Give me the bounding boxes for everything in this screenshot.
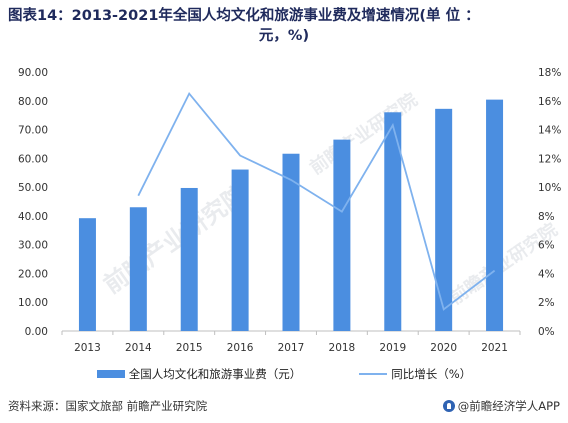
y-left-tick-label: 60.00 [18, 153, 48, 165]
bar [333, 139, 351, 331]
y-left-tick-label: 40.00 [18, 211, 48, 223]
brand-credit-text: @前瞻经济学人APP [457, 399, 560, 413]
legend-label-bar: 全国人均文化和旅游事业费（元） [128, 367, 302, 381]
x-tick-label: 2016 [227, 342, 254, 354]
chart-title: 图表14：2013-2021年全国人均文化和旅游事业费及增速情况(单 位 ： 元… [8, 6, 560, 46]
y-left-tick-label: 20.00 [18, 268, 48, 280]
x-tick-label: 2021 [481, 342, 508, 354]
x-tick-label: 2014 [125, 342, 152, 354]
bar [129, 207, 147, 331]
legend-item-bar: 全国人均文化和旅游事业费（元） [96, 366, 302, 382]
source-note: 资料来源：国家文旅部 前瞻产业研究院 [8, 399, 208, 413]
y-left-tick-label: 90.00 [18, 67, 48, 79]
y-right-tick-label: 12% [538, 153, 561, 165]
legend-item-line: 同比增长（%） [359, 366, 471, 382]
y-left-tick-label: 10.00 [18, 297, 48, 309]
y-left-tick-label: 70.00 [18, 125, 48, 137]
bar [180, 187, 198, 331]
legend: 全国人均文化和旅游事业费（元） 同比增长（%） [0, 366, 568, 382]
y-right-tick-label: 0% [538, 326, 555, 338]
bar [231, 169, 249, 331]
bar [282, 153, 300, 331]
y-right-tick-label: 2% [538, 297, 555, 309]
y-right-tick-label: 18% [538, 67, 561, 79]
x-tick-label: 2020 [430, 342, 457, 354]
y-right-tick-label: 16% [538, 96, 561, 108]
y-right-tick-label: 4% [538, 268, 555, 280]
y-right-tick-label: 8% [538, 211, 555, 223]
bar [435, 108, 453, 331]
y-left-tick-label: 50.00 [18, 182, 48, 194]
y-right-tick-label: 6% [538, 240, 555, 252]
chart-title-line1: 图表14：2013-2021年全国人均文化和旅游事业费及增速情况(单 位 ： [8, 8, 480, 24]
brand-logo-icon [442, 400, 455, 412]
legend-label-line: 同比增长（%） [391, 367, 472, 381]
y-left-tick-label: 80.00 [18, 96, 48, 108]
brand-credit: @前瞻经济学人APP [442, 398, 560, 414]
legend-swatch-line [359, 373, 388, 375]
y-right-tick-label: 10% [538, 182, 561, 194]
growth-line [137, 91, 496, 311]
bar [78, 218, 96, 331]
x-tick-label: 2013 [74, 342, 101, 354]
x-tick-label: 2017 [278, 342, 305, 354]
y-left-tick-label: 30.00 [18, 240, 48, 252]
x-tick-label: 2018 [329, 342, 356, 354]
y-left-tick-label: 0.00 [25, 326, 48, 338]
x-tick-label: 2015 [176, 342, 203, 354]
x-tick-label: 2019 [379, 342, 406, 354]
bar [486, 99, 504, 331]
bar [384, 112, 402, 332]
legend-swatch-bar [96, 370, 125, 378]
y-right-tick-label: 14% [538, 125, 561, 137]
chart-title-line2: 元，%) [258, 28, 310, 44]
